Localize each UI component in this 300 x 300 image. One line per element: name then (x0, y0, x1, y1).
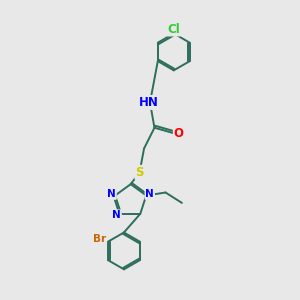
Text: S: S (135, 166, 144, 179)
Text: Br: Br (93, 234, 106, 244)
Text: N: N (146, 189, 154, 199)
Text: N: N (112, 210, 121, 220)
Text: HN: HN (139, 96, 158, 109)
Text: N: N (107, 189, 116, 199)
Text: Cl: Cl (167, 22, 180, 35)
Text: O: O (174, 127, 184, 140)
